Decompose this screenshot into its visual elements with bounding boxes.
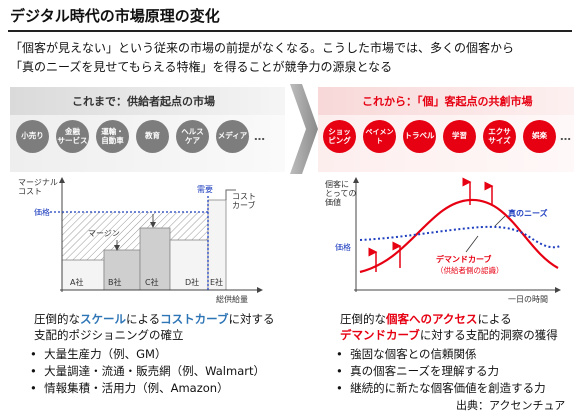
left-ellipsis: … [254, 130, 265, 143]
industry-circle-payment: ペイメント [363, 120, 396, 153]
demand-curve-sublabel: （供給者側の認識） [436, 266, 504, 275]
right-statement-access: 個客へのアクセス [386, 312, 478, 326]
right-statement-mid: による [477, 312, 512, 326]
left-statement: 圧倒的なスケールによるコストカーブに対する 支配的ポジショニングの確立 [34, 312, 274, 343]
company-label-a: A社 [70, 278, 84, 287]
left-x-axis-label: 総供給量 [216, 295, 248, 304]
right-header-prefix: これから：「 [362, 95, 423, 108]
needs-pointer [494, 215, 506, 227]
industry-circle-healthcare: ヘルス ケア [176, 120, 209, 153]
right-bullet-2: • 真の個客ニーズを理解する力 [336, 364, 500, 378]
left-panel-header: これまで：供給者起点の市場 [72, 95, 215, 108]
right-panel-header: これから：「個」客起点の共創市場 [362, 93, 533, 109]
right-bullet-1-text: 強固な個客との信頼関係 [350, 347, 477, 361]
industry-circle-financial-services: 金融 サービス [56, 120, 89, 153]
right-statement: 圧倒的な個客へのアクセスによる デマンドカーブに対する支配的洞察の獲得 [340, 312, 558, 343]
right-statement-post: に対する支配的洞察の獲得 [419, 327, 558, 342]
left-bullet-1: • 大量生産力（例、GM） [30, 347, 167, 361]
right-bullet-2-text: 真の個客ニーズを理解する力 [350, 364, 500, 378]
demand-label: 需要 [197, 185, 213, 194]
left-statement-post: に対する [228, 312, 275, 326]
cost-curve-line [225, 189, 236, 200]
transition-arrow-icon [290, 84, 318, 174]
left-bullet-1-text: 大量生産力（例、GM） [44, 347, 167, 361]
right-bullet-3-text: 継続的に新たな個客価値を創造する力 [350, 381, 546, 395]
right-price-label: 価格 [335, 243, 351, 252]
left-price-label: 価格 [34, 208, 50, 217]
industry-circle-education: 教育 [136, 120, 169, 153]
left-y-axis-label: マージナル コスト [18, 178, 58, 197]
page-title: デジタル時代の市場原理の変化 [10, 7, 220, 25]
company-label-c: C社 [145, 278, 159, 287]
demand-curve-pointer [465, 235, 479, 253]
left-statement-pre: 圧倒的な [34, 312, 80, 326]
right-bullet-3: • 継続的に新たな個客価値を創造する力 [336, 381, 546, 395]
industry-circle-travel: トラベル [403, 120, 436, 153]
company-label-e: E社 [210, 278, 224, 287]
margin-area [62, 212, 208, 260]
left-statement-mid: による [126, 312, 161, 326]
company-label-b: B社 [108, 278, 122, 287]
true-needs-line [359, 225, 561, 249]
industry-circle-shopping: ショッ ピング [323, 120, 356, 153]
cost-curve-label: コスト カーブ [232, 192, 256, 211]
left-statement-line2: 支配的ポジショニングの確立 [34, 327, 184, 342]
demand-curve-label: デマンドカーブ [436, 255, 492, 264]
industry-circle-retail: 小売り [16, 120, 49, 153]
right-y-axis-label: 個客に とっての 価値 [325, 180, 357, 208]
right-statement-pre: 圧倒的な [340, 312, 386, 326]
left-bullet-2-text: 大量調達・流通・販売網（例、Walmart） [44, 364, 265, 378]
cost-bar-c [139, 227, 171, 291]
left-bullet-2: • 大量調達・流通・販売網（例、Walmart） [30, 364, 265, 378]
true-needs-label: 真のニーズ [508, 209, 548, 218]
industry-circle-media: メディア [216, 120, 249, 153]
company-label-d: D社 [185, 278, 200, 287]
right-header-emphasis: 個 [422, 95, 434, 108]
industry-circle-exercise: エクサ サイズ [483, 120, 516, 153]
lead-text-line-2: 「真のニーズを見せてもらえる特権」を得ることが競争力の源泉となる [10, 60, 393, 74]
cost-bar-b [103, 249, 141, 291]
industry-circle-learning: 学習 [443, 120, 476, 153]
left-bullet-3-text: 情報集積・活用力（例、Amazon） [44, 381, 229, 395]
left-statement-cost-curve: コストカーブ [160, 312, 229, 326]
right-panel-header-background [318, 87, 574, 115]
title-divider [8, 30, 572, 32]
right-header-suffix: 」客起点の共創市場 [433, 95, 533, 108]
right-statement-demand-curve: デマンドカーブ [340, 327, 420, 342]
lead-text-line-1: 「個客が見えない」という従来の市場の前提がなくなる。こうした市場では、多くの個客… [10, 41, 515, 55]
industry-circle-entertainment: 娯楽 [523, 120, 556, 153]
left-panel-header-background [10, 87, 285, 115]
left-statement-scale: スケール [80, 312, 126, 326]
right-ellipsis: … [560, 130, 571, 143]
margin-label: マージン [88, 229, 120, 238]
right-x-axis-label: 一日の時間 [508, 295, 548, 304]
source-note: 出典：アクセンチュア [456, 399, 566, 412]
right-bullet-1: • 強固な個客との信頼関係 [336, 347, 477, 361]
industry-circle-transport-auto: 運輸・ 自動車 [96, 120, 129, 153]
left-bullet-3: • 情報集積・活用力（例、Amazon） [30, 381, 229, 395]
